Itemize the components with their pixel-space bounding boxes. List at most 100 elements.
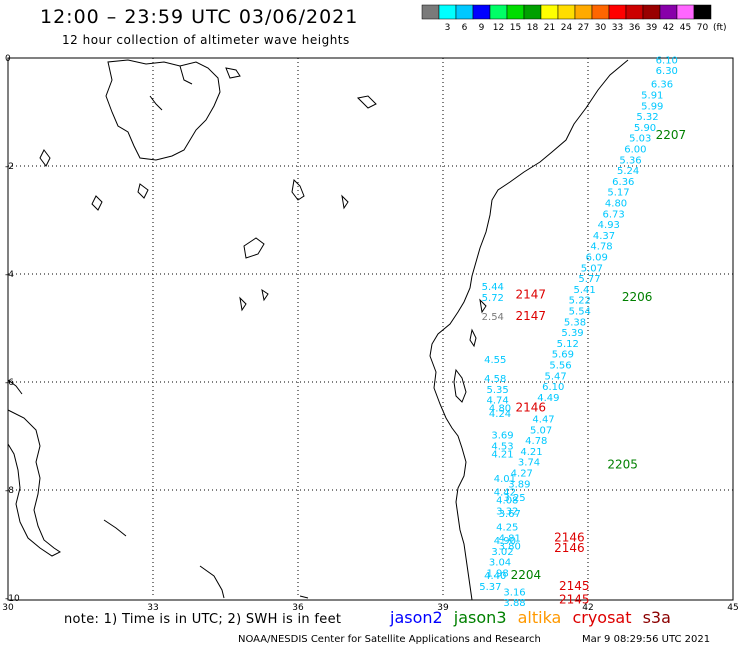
- wave-height-value: 6.73: [603, 209, 625, 220]
- lat-tick-label: -6: [5, 378, 14, 388]
- lon-tick-label: 39: [437, 603, 449, 613]
- legend-label: 36: [629, 23, 641, 33]
- map-frame: [7, 57, 734, 601]
- legend-swatch: [455, 4, 474, 20]
- legend-swatch: [438, 4, 457, 20]
- wave-height-value: 6.10: [656, 55, 678, 66]
- satellite-cryosat: cryosat: [572, 608, 632, 627]
- legend-label: 21: [544, 23, 555, 33]
- legend-swatch: [506, 4, 525, 20]
- wave-height-value: 5.47: [545, 371, 567, 382]
- track-labels: 2207220622052204214721472146214621462145…: [511, 128, 687, 606]
- wave-height-value: 5.07: [530, 425, 552, 436]
- wave-height-value: 4.55: [484, 355, 506, 366]
- wave-height-value: 4.80: [489, 404, 511, 415]
- wave-height-value: 5.69: [552, 350, 574, 361]
- map-subtitle: 12 hour collection of altimeter wave hei…: [62, 33, 350, 47]
- wave-height-value: 4.42: [494, 487, 516, 498]
- legend-swatch: [591, 4, 610, 20]
- wave-height-value: 6.00: [624, 145, 646, 156]
- legend-label: 9: [479, 23, 485, 33]
- wave-height-value: 4.37: [593, 231, 615, 242]
- wave-height-value: 5.24: [617, 166, 639, 177]
- wave-height-value: 5.35: [487, 385, 509, 396]
- axis-labels: 30 33 36 39 42 45 0 -2 -4 -6 -8 -10: [2, 54, 738, 613]
- legend-swatch: [676, 4, 695, 20]
- legend-label: 45: [680, 23, 691, 33]
- wave-height-value: 5.03: [629, 134, 651, 145]
- wave-height-value: 5.39: [561, 328, 583, 339]
- lat-lon-grid: [8, 58, 733, 598]
- map-title: 12:00 – 23:59 UTC 03/06/2021: [40, 6, 359, 28]
- wave-height-value: 6.36: [651, 80, 673, 91]
- wave-height-value: 5.41: [574, 285, 596, 296]
- wave-height-value: 3.89: [508, 479, 530, 490]
- legend-label: 33: [612, 23, 623, 33]
- wave-height-value: 5.44: [482, 282, 504, 293]
- legend-label: 39: [646, 23, 658, 33]
- wave-height-value: 4.27: [511, 469, 533, 480]
- legend-label: 6: [462, 23, 468, 33]
- lon-tick-label: 30: [2, 603, 14, 613]
- legend-swatch: [608, 4, 627, 20]
- wave-height-value: 4.53: [491, 442, 513, 453]
- wave-height-value: 5.72: [482, 293, 504, 304]
- footer-credit: NOAA/NESDIS Center for Satellite Applica…: [238, 634, 541, 645]
- track-id-label: 2206: [622, 290, 653, 304]
- wave-height-value: 3.74: [518, 458, 540, 469]
- track-id-label: 2204: [511, 568, 542, 582]
- wave-height-value: 4.58: [484, 374, 506, 385]
- legend-label: 27: [578, 23, 589, 33]
- wave-height-value: 5.36: [619, 155, 641, 166]
- legend-label: 3: [445, 23, 451, 33]
- wave-height-value: 6.09: [586, 253, 608, 264]
- wave-height-value: 3.67: [499, 509, 521, 520]
- legend-swatch: [472, 4, 491, 20]
- wave-height-value: 5.12: [557, 339, 579, 350]
- track-id-label: 2207: [656, 128, 687, 142]
- wave-height-value: 4.24: [489, 409, 511, 420]
- legend-swatch: [489, 4, 508, 20]
- legend-swatch: [574, 4, 593, 20]
- lat-tick-label: -10: [5, 594, 20, 604]
- wave-height-value: 4.78: [590, 242, 612, 253]
- legend-swatch: [540, 4, 559, 20]
- lon-tick-label: 36: [292, 603, 304, 613]
- wave-height-value: 3.32: [496, 506, 518, 517]
- wave-height-value: 4.21: [491, 450, 513, 461]
- legend-swatch: [693, 4, 712, 20]
- satellite-jason2: jason2: [390, 608, 443, 627]
- track-id-label: 2147: [516, 287, 547, 301]
- wave-height-value: 5.07: [581, 263, 603, 274]
- legend-swatch: [642, 4, 661, 20]
- track-id-label: 2146: [516, 401, 547, 415]
- legend-label: 12: [493, 23, 504, 33]
- wave-height-value: 5.56: [549, 361, 571, 372]
- wave-height-value: 4.78: [525, 436, 547, 447]
- track-id-label: 2146: [554, 541, 585, 555]
- wave-height-value: 5.77: [578, 274, 600, 285]
- wave-height-value: 4.40: [484, 571, 506, 582]
- footer-note: note: 1) Time is in UTC; 2) SWH is in fe…: [64, 612, 342, 627]
- lon-tick-label: 42: [582, 603, 593, 613]
- wave-height-value: 5.17: [607, 188, 629, 199]
- wave-height-value: 3.25: [503, 493, 525, 504]
- wave-height-value: 4.49: [537, 393, 559, 404]
- legend-label: 42: [663, 23, 674, 33]
- wave-height-value: 4.74: [487, 396, 509, 407]
- lat-tick-label: -8: [5, 486, 14, 496]
- track-id-label: 2205: [607, 457, 638, 471]
- wave-height-value: 3.02: [491, 547, 513, 558]
- legend-label: 70: [697, 23, 709, 33]
- satellite-altika: altika: [517, 608, 562, 627]
- legend-swatch: [625, 4, 644, 20]
- wave-height-value: 4.93: [598, 220, 620, 231]
- wave-height-value: 5.91: [641, 91, 663, 102]
- wave-height-value: 6.36: [612, 177, 634, 188]
- satellite-s3a: s3a: [642, 608, 671, 627]
- wave-height-value: 6.30: [656, 66, 678, 77]
- wave-height-value: 3.69: [491, 431, 513, 442]
- coastline: [7, 59, 629, 601]
- lon-tick-label: 45: [727, 603, 738, 613]
